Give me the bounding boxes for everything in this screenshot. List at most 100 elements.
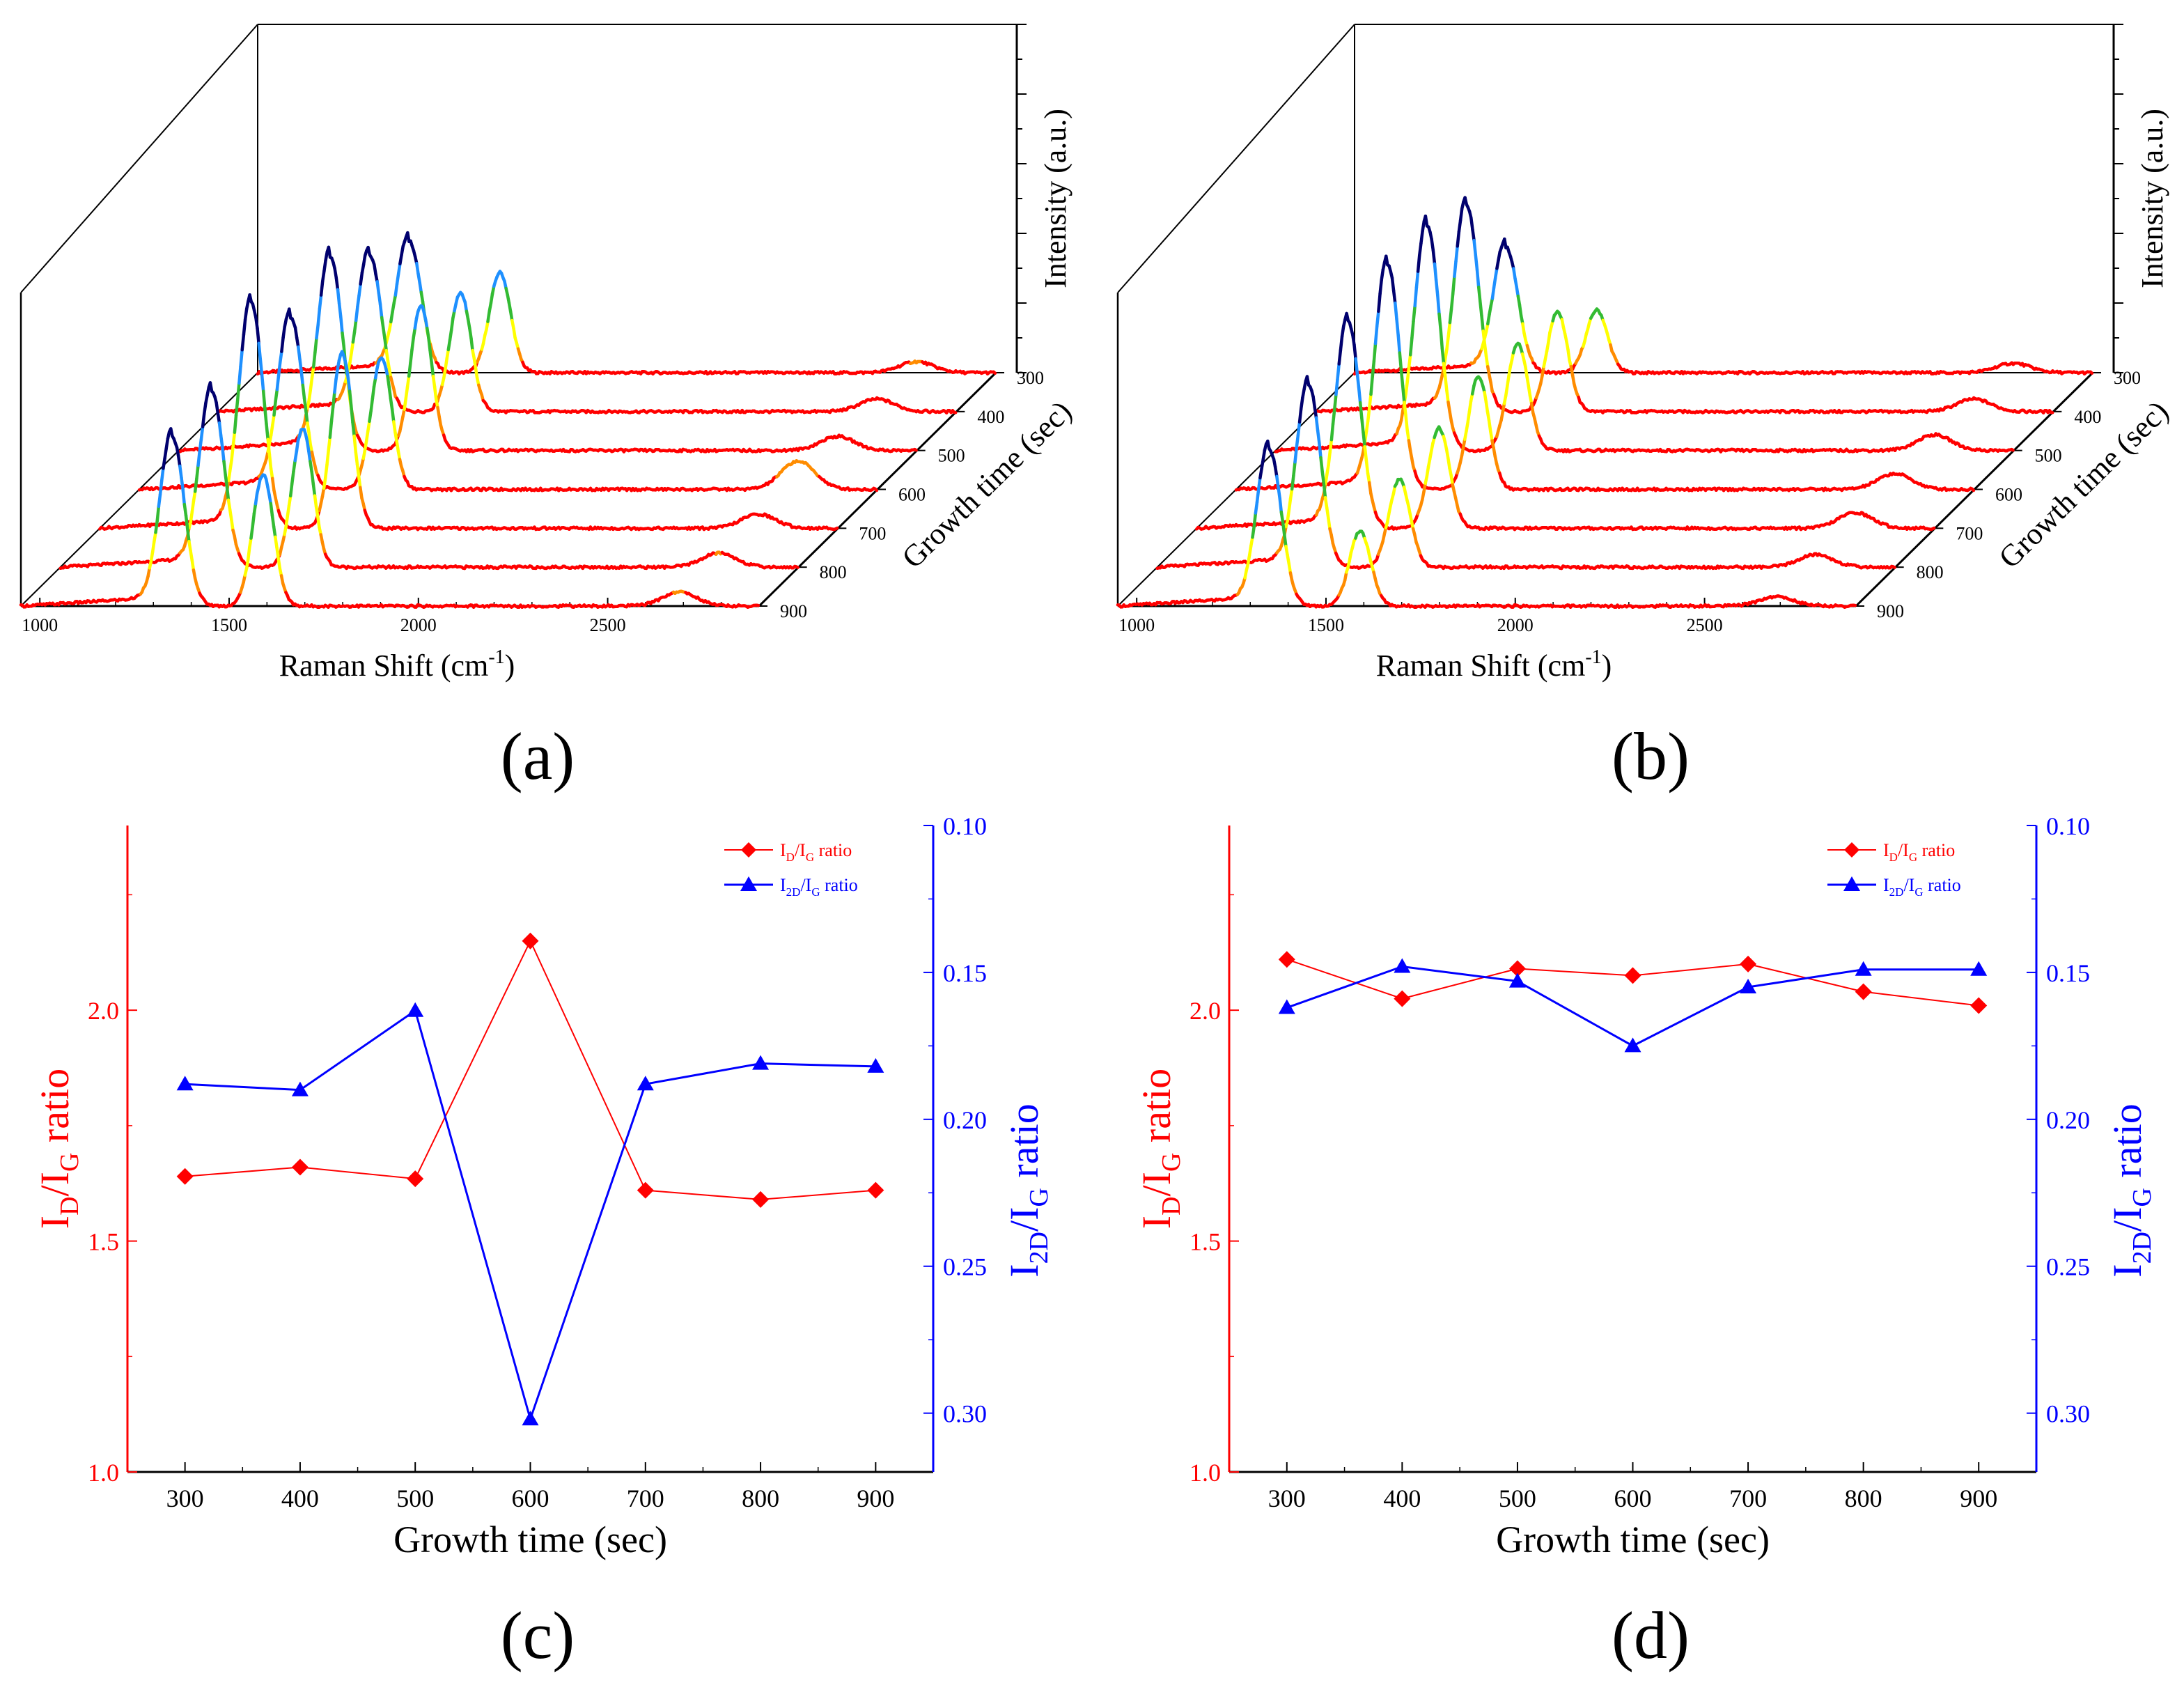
spectrum-segment bbox=[219, 433, 224, 449]
spectrum-segment bbox=[327, 245, 332, 259]
spectrum-segment bbox=[1437, 312, 1442, 332]
spectrum-segment bbox=[181, 488, 187, 506]
spectrum-segment bbox=[992, 370, 997, 375]
spectrum-segment bbox=[444, 357, 448, 371]
spectrum-segment bbox=[275, 545, 280, 560]
spectrum-segment bbox=[512, 327, 517, 340]
x-axis-label-close: ) bbox=[505, 649, 515, 683]
spectrum-segment bbox=[1448, 307, 1453, 325]
spectrum-segment bbox=[256, 326, 260, 346]
spectrum-segment bbox=[311, 350, 317, 369]
spectrum-segment bbox=[307, 449, 312, 463]
spectrum-segment bbox=[293, 326, 299, 339]
spectrum-segment bbox=[305, 440, 311, 453]
frame-top-diagonal bbox=[20, 24, 258, 293]
spectrum-segment bbox=[299, 370, 305, 387]
growth-time-tick-label: 700 bbox=[859, 523, 886, 543]
x-tick-label: 1500 bbox=[211, 615, 247, 635]
spectrum-segment bbox=[290, 470, 295, 486]
growth-time-tick-label: 500 bbox=[938, 446, 965, 466]
spectrum-segment bbox=[1490, 286, 1496, 300]
spectrum-segment bbox=[1483, 343, 1488, 358]
spectrum-segment bbox=[357, 474, 362, 490]
spectrum-700 bbox=[98, 293, 839, 532]
spectrum-segment bbox=[242, 318, 247, 336]
spectrum-segment bbox=[314, 505, 320, 518]
spectrum-400 bbox=[217, 245, 958, 414]
spectrum-segment bbox=[189, 510, 194, 524]
spectrum-segment bbox=[413, 316, 419, 330]
x-tick-label: 2000 bbox=[400, 615, 437, 635]
spectrum-segment bbox=[419, 290, 425, 304]
spectrum-segment bbox=[1472, 238, 1478, 257]
spectrum-segment bbox=[319, 279, 325, 297]
spectrum-segment bbox=[180, 476, 185, 492]
spectrum-segment bbox=[1451, 274, 1456, 295]
spectrum-segment bbox=[404, 385, 410, 401]
spectrum-segment bbox=[157, 493, 162, 509]
spectrum-segment bbox=[301, 383, 306, 401]
spectrum-segment bbox=[182, 502, 188, 518]
spectrum-segment bbox=[333, 266, 338, 279]
spectrum-segment bbox=[217, 421, 223, 437]
spectrum-segment bbox=[266, 437, 272, 456]
spectrum-segment bbox=[295, 439, 300, 453]
spectrum-segment bbox=[154, 519, 159, 534]
spectrum-segment bbox=[403, 396, 408, 411]
spectrum-segment bbox=[158, 479, 164, 497]
spectrum-segment bbox=[1475, 268, 1481, 289]
spectrum-segment bbox=[269, 466, 274, 481]
x-tick-label: 2500 bbox=[1687, 615, 1723, 635]
spectrum-segment bbox=[267, 452, 273, 470]
spectrum-segment bbox=[243, 307, 249, 321]
spectrum-segment bbox=[310, 365, 315, 380]
spectrum-segment bbox=[287, 494, 292, 508]
spectrum-segment bbox=[1434, 278, 1440, 297]
spectrum-segment bbox=[1458, 207, 1464, 222]
spectrum-segment bbox=[327, 435, 332, 452]
spectrum-segment bbox=[274, 535, 279, 550]
spectrum-segment bbox=[269, 502, 274, 517]
spectrum-segment bbox=[1446, 320, 1452, 338]
spectrum-segment bbox=[226, 498, 232, 512]
spectrum-segment bbox=[222, 460, 227, 477]
spectrum-segment bbox=[307, 388, 313, 402]
spectrum-segment bbox=[240, 333, 246, 352]
spectrum-segment bbox=[1433, 262, 1438, 282]
spectrum-segment bbox=[278, 350, 283, 364]
spectrum-segment bbox=[1476, 286, 1482, 303]
spectrum-segment bbox=[392, 420, 397, 435]
spectrum-segment bbox=[351, 421, 356, 438]
spectrum-segment bbox=[357, 282, 362, 297]
spectrum-segment bbox=[486, 309, 491, 323]
spectrum-segment bbox=[198, 437, 203, 453]
growth-time-tick-label: 700 bbox=[1956, 523, 1983, 543]
panel-a-raman-waterfall: 1000 1500 2000 2500 300 400 500 600 700 800 900 Ram… bbox=[19, 24, 1078, 683]
spectrum-segment bbox=[239, 348, 244, 369]
spectrum-segment bbox=[1436, 293, 1441, 316]
spectrum-segment bbox=[1518, 303, 1523, 318]
spectrum-segment bbox=[254, 316, 259, 330]
growth-time-tick-label: 500 bbox=[2035, 446, 2062, 466]
spectrum-segment bbox=[431, 374, 437, 389]
growth-time-tick-label: 800 bbox=[1917, 562, 1944, 582]
spectrum-segment bbox=[1443, 375, 1449, 392]
spectrum-segment bbox=[320, 269, 326, 284]
spectrum-segment bbox=[333, 378, 338, 394]
spectrum-segment bbox=[390, 408, 396, 424]
spectrum-segment bbox=[1431, 248, 1437, 265]
spectrum-segment bbox=[280, 336, 285, 353]
spectrum-segment bbox=[192, 490, 197, 503]
spectrum-segment bbox=[221, 445, 226, 463]
growth-time-tick-label: 400 bbox=[977, 407, 1004, 427]
spectrum-segment bbox=[284, 514, 290, 529]
spectrum-segment bbox=[410, 336, 415, 352]
spectrum-segment bbox=[339, 315, 344, 335]
spectrum-segment bbox=[346, 376, 352, 393]
x-tick-label: 1000 bbox=[1118, 615, 1155, 635]
spectrum-segment bbox=[359, 271, 364, 286]
spectrum-segment bbox=[409, 348, 414, 365]
spectrum-segment bbox=[304, 409, 309, 425]
spectrum-segment bbox=[276, 556, 282, 571]
spectrum-segment bbox=[269, 424, 274, 437]
